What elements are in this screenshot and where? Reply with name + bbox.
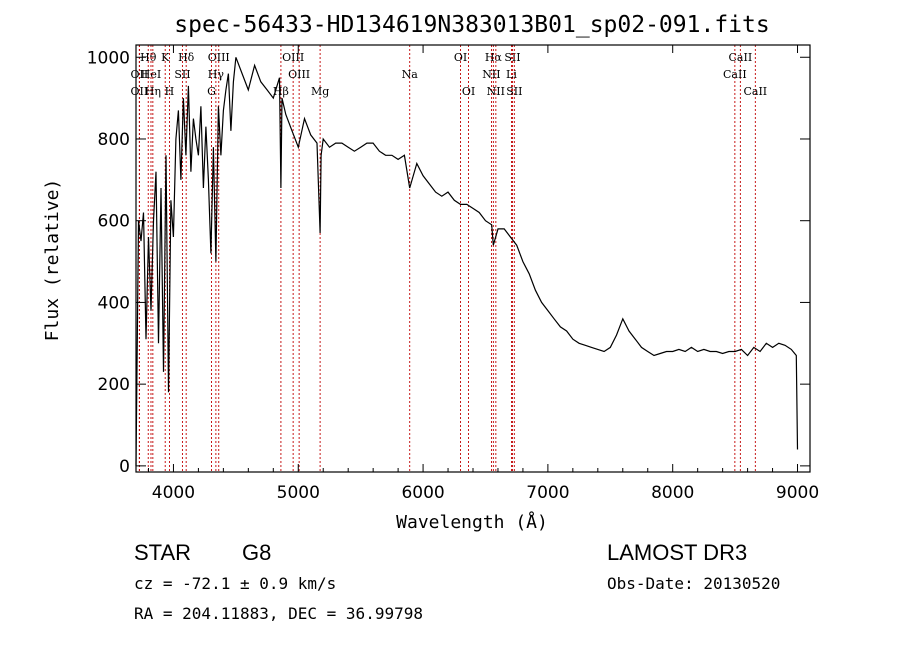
- coordinates: RA = 204.11883, DEC = 36.99798: [134, 604, 423, 623]
- line-marker-label: CaII: [743, 85, 767, 98]
- line-marker-label: OI: [462, 85, 475, 98]
- line-marker-label: OIII: [208, 51, 230, 64]
- line-marker-label: SII: [506, 85, 522, 98]
- plot-frame: [135, 44, 811, 473]
- line-marker-label: NII: [482, 68, 500, 81]
- axis-ticks: 4000 5000 6000 7000 8000 9000 0 200 400 600 800 100…: [87, 45, 819, 503]
- object-class: STAR: [134, 540, 192, 565]
- flux-series-line: [135, 57, 799, 466]
- line-marker-label: OII: [131, 85, 149, 98]
- y-tick-label: 400: [98, 293, 130, 313]
- line-marker-label: Hγ: [208, 68, 225, 81]
- x-tick-label: 9000: [776, 483, 819, 503]
- line-marker-label: HeI: [141, 68, 161, 81]
- line-marker-label: Hη: [145, 85, 161, 98]
- line-marker-label: CaII: [723, 68, 747, 81]
- x-tick-label: 8000: [651, 483, 694, 503]
- y-tick-label: 800: [98, 130, 130, 150]
- redshift-info: cz = -72.1 ± 0.9 km/s: [134, 574, 337, 593]
- line-marker-label: OIII: [288, 68, 310, 81]
- line-marker-label: SII: [504, 51, 520, 64]
- y-tick-label: 0: [119, 457, 130, 477]
- line-marker-label: NII: [487, 85, 505, 98]
- line-marker-label: SII: [174, 68, 190, 81]
- obs-date: Obs-Date: 20130520: [607, 574, 781, 593]
- line-marker-label: Na: [402, 68, 419, 81]
- y-tick-label: 600: [98, 212, 130, 232]
- x-tick-label: 6000: [401, 483, 444, 503]
- x-axis-label: Wavelength (Å): [396, 511, 548, 533]
- object-subclass: G8: [242, 540, 272, 565]
- line-marker-label: H: [165, 85, 175, 98]
- line-marker-label: OIII: [282, 51, 304, 64]
- line-marker-label: Li: [506, 68, 517, 81]
- line-marker-label: OI: [454, 51, 467, 64]
- x-tick-label: 5000: [277, 483, 320, 503]
- line-marker-label: Hα: [485, 51, 503, 64]
- line-marker-label: G: [207, 85, 216, 98]
- line-marker-label: Hδ: [178, 51, 195, 64]
- y-tick-label: 200: [98, 375, 130, 395]
- x-tick-label: 4000: [152, 483, 195, 503]
- line-marker-label: K: [161, 51, 170, 64]
- chart-title: spec-56433-HD134619N383013B01_sp02-091.f…: [174, 12, 769, 38]
- y-tick-label: 1000: [87, 48, 130, 68]
- y-axis-label: Flux (relative): [42, 179, 63, 342]
- x-tick-label: 7000: [526, 483, 569, 503]
- line-marker-label: Hβ: [273, 85, 289, 98]
- line-marker-label: CaII: [729, 51, 753, 64]
- survey-name: LAMOST DR3: [607, 540, 748, 565]
- line-marker-label: Mg: [311, 85, 329, 98]
